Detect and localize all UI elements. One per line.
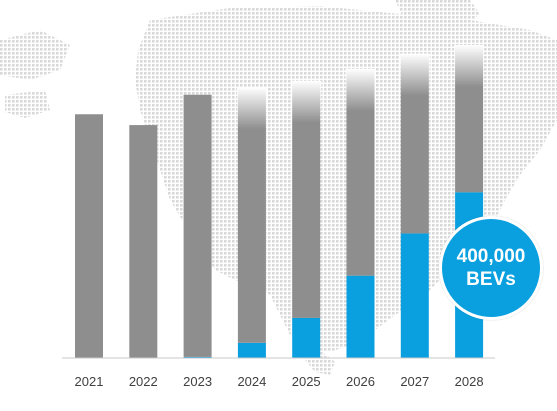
bar-2025-segment-0: [292, 317, 321, 358]
x-tick-label-2021: 2021: [75, 374, 104, 389]
bar-2025-fade: [291, 80, 322, 123]
x-tick-label-2025: 2025: [292, 374, 321, 389]
x-tick-label-2028: 2028: [455, 374, 484, 389]
x-tick-label-2026: 2026: [346, 374, 375, 389]
bars-group: [75, 46, 484, 358]
bar-2024-segment-0: [237, 342, 266, 358]
x-tick-label-2024: 2024: [237, 374, 266, 389]
x-tick-label-2027: 2027: [400, 374, 429, 389]
bar-2026-segment-0: [346, 275, 375, 358]
bar-2027-fade: [399, 53, 430, 96]
bar-fade-group: [236, 45, 485, 130]
bar-2022-segment-1: [129, 125, 158, 358]
bar-2023-segment-1: [183, 94, 212, 357]
bar-2023-segment-0: [183, 356, 212, 358]
bar-2024-fade: [236, 87, 267, 130]
bar-2028-fade: [454, 45, 485, 87]
bar-2026-fade: [345, 68, 376, 111]
callout-unit: BEVs: [466, 269, 516, 290]
callout-value: 400,000: [456, 246, 526, 267]
bar-2024-segment-1: [237, 88, 266, 343]
x-tick-labels: 2021 2022 2023 2024 2025 2026 2027 2028: [75, 374, 484, 389]
x-tick-label-2022: 2022: [129, 374, 158, 389]
x-tick-label-2023: 2023: [183, 374, 212, 389]
bar-2027-segment-0: [400, 233, 429, 358]
bev-callout-badge: 400,000 BEVs: [439, 216, 543, 320]
bar-2021-segment-1: [75, 114, 103, 358]
